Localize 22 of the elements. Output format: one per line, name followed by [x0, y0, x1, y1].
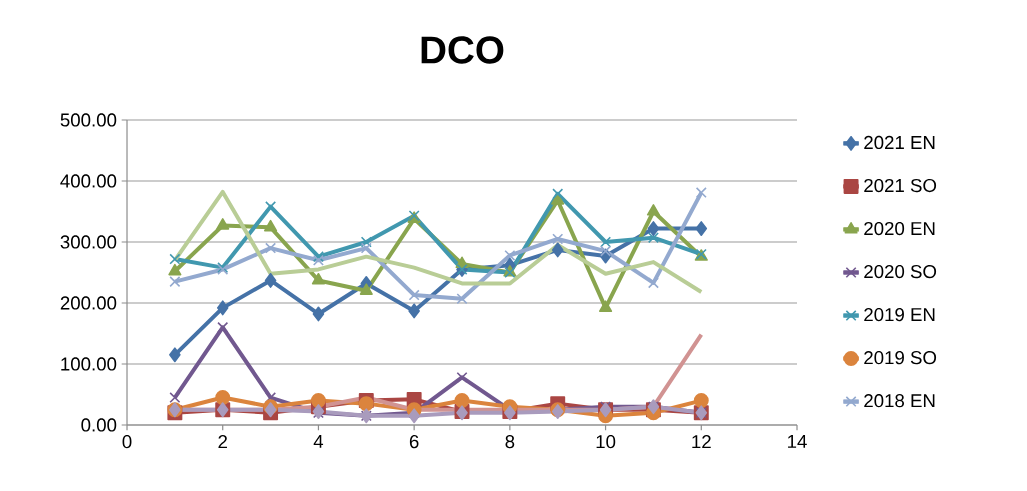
chart-title: DCO: [421, 36, 504, 64]
y-tick-label: 400.00: [60, 174, 117, 188]
x-tick-label: 6: [409, 435, 419, 449]
x-tick-label: 2: [218, 435, 227, 449]
x-tick-label: 0: [122, 435, 132, 449]
legend-label: 2018 EN: [864, 394, 935, 408]
y-tick-label: 500.00: [60, 113, 117, 127]
y-tick-label: 200.00: [60, 296, 117, 310]
x-tick-label: 12: [692, 435, 711, 449]
x-tick-label: 8: [505, 435, 515, 449]
legend-label: 2020 SO: [864, 264, 937, 279]
x-tick-label: 10: [596, 435, 616, 449]
legend-label: 2021 EN: [864, 135, 935, 150]
y-tick-label: 0.00: [81, 418, 117, 432]
x-tick-label: 4: [313, 435, 324, 448]
legend-label: 2019 SO: [864, 351, 937, 365]
legend-label: 2021 SO: [864, 178, 937, 193]
legend-label: 2020 EN: [864, 221, 935, 236]
y-tick-label: 100.00: [61, 357, 117, 371]
y-tick-label: 300.00: [60, 235, 117, 249]
x-tick-label: 14: [788, 435, 807, 448]
legend-label: 2019 EN: [864, 307, 935, 322]
